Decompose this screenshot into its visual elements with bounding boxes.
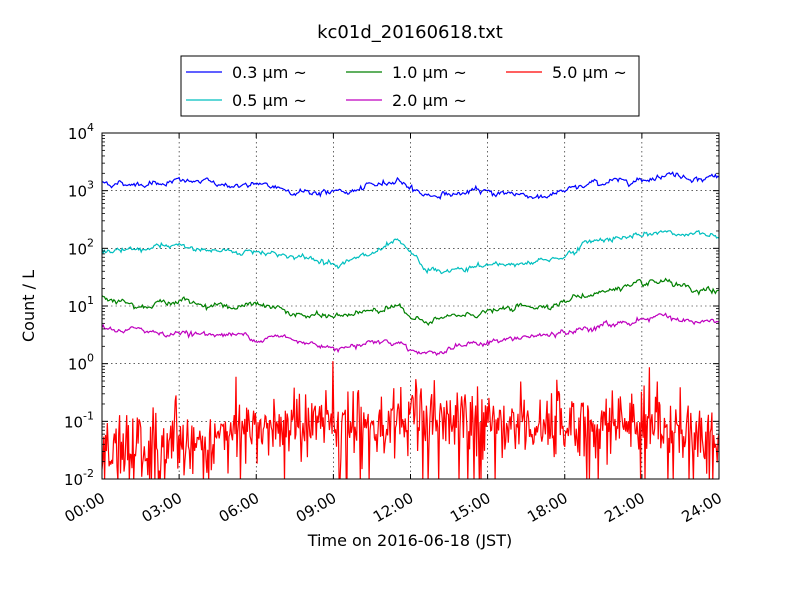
y-tick-exponent: 3 [87,179,94,192]
y-axis-label: Count / L [19,270,38,342]
y-tick-label: 100 [68,352,94,374]
y-tick-label: 10-2 [64,467,94,489]
legend: 0.3 μm ~ 0.5 μm ~ 1.0 μm ~ 2.0 μm ~ 5.0 μm ~ [180,55,640,117]
series-line [102,361,719,479]
y-tick-label: 10-1 [64,409,94,431]
legend-entry: 2.0 μm ~ [392,91,467,110]
legend-entry: 0.3 μm ~ [232,63,307,82]
y-tick-exponent: -1 [83,409,94,422]
legend-items: 0.3 μm ~ 0.5 μm ~ 1.0 μm ~ 2.0 μm ~ 5.0 μm ~ [186,63,627,110]
y-tick-label: 101 [68,294,94,316]
x-axis-label: Time on 2016-06-18 (JST) [307,531,512,550]
y-tick-label: 102 [68,236,94,258]
y-tick-base: 10 [68,183,87,201]
series-line [102,312,719,357]
y-tick-base: 10 [68,240,87,258]
y-tick-base: 10 [68,356,87,374]
y-tick-base: 10 [64,471,83,489]
y-tick-base: 10 [68,125,87,143]
y-tick-label: 104 [68,121,94,143]
y-tick-exponent: -2 [83,467,94,480]
tick-marks [101,132,720,480]
y-tick-exponent: 4 [87,121,94,134]
chart-title: kc01d_20160618.txt [317,22,503,43]
series-line [102,229,719,275]
legend-entry: 0.5 μm ~ [232,91,307,110]
legend-entry: 1.0 μm ~ [392,63,467,82]
series-layer [102,171,719,479]
series-line [102,277,719,327]
y-tick-exponent: 0 [87,352,94,365]
y-tick-exponent: 2 [87,236,94,249]
series-line [102,171,719,200]
y-tick-base: 10 [64,413,83,431]
y-tick-label: 103 [68,179,94,201]
legend-frame [180,55,640,117]
y-tick-exponent: 1 [87,294,94,307]
legend-entry: 5.0 μm ~ [552,63,627,82]
y-tick-base: 10 [68,298,87,316]
